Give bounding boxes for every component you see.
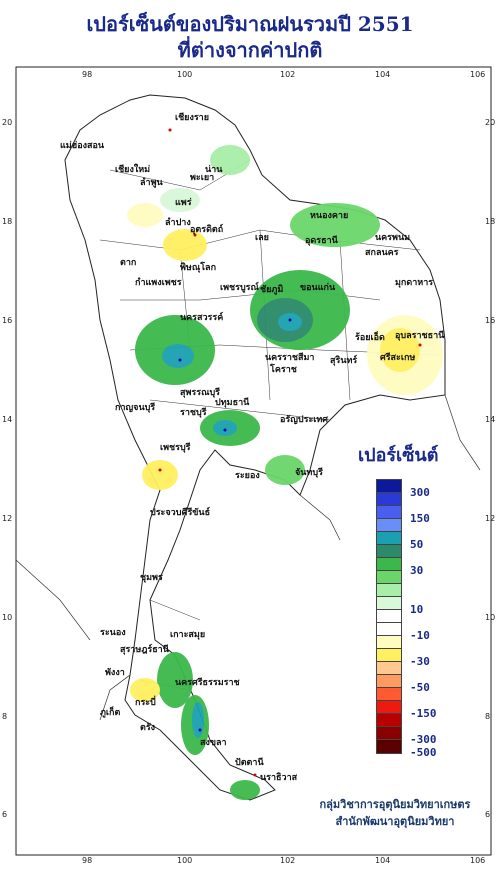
place-label: นครพนม: [375, 233, 410, 243]
place-label: เกาะสมุย: [170, 630, 205, 640]
legend-label: -10: [410, 629, 430, 642]
place-label: ร้อยเอ็ด: [355, 330, 385, 343]
credit-line2: สำนักพัฒนาอุตุนิยมวิทยา: [335, 815, 455, 828]
place-label: ชัยภูมิ: [260, 284, 283, 295]
map-title-line1: เปอร์เซ็นต์ของปริมาณฝนรวมปี 2551: [86, 12, 414, 36]
place-label: นครราชสีมา: [265, 352, 314, 363]
place-label: ขอนแก่น: [300, 282, 336, 293]
legend-label: 30: [410, 564, 424, 577]
lon-tick: 98: [82, 856, 93, 865]
lat-tick: 8: [485, 712, 491, 721]
place-label: แพร่: [175, 197, 192, 208]
legend-title: เปอร์เซ็นต์: [358, 445, 439, 466]
lat-tick: 10: [2, 613, 13, 622]
legend-label: -150: [410, 707, 437, 720]
place-label: แม่ฮ่องสอน: [60, 140, 105, 151]
map-title-line2: ที่ต่างจากค่าปกติ: [177, 38, 323, 62]
lon-tick: 104: [375, 70, 391, 79]
lat-tick: 12: [485, 514, 496, 523]
place-label: ภูเก็ต: [100, 705, 120, 718]
place-label: นครศรีธรรมราช: [175, 677, 240, 688]
place-label: น่าน: [205, 164, 223, 175]
place-label: ลำปาง: [165, 217, 191, 228]
legend-label: 50: [410, 538, 424, 551]
place-label: ประจวบคีรีขันธ์: [150, 506, 210, 518]
place-label: อรัญประเทศ: [280, 414, 328, 425]
lon-tick: 100: [177, 70, 193, 79]
lat-tick: 12: [2, 514, 13, 523]
place-label: เลย: [255, 233, 269, 243]
place-label: นราธิวาส: [260, 772, 298, 783]
place-label: ลำพูน: [140, 177, 164, 188]
place-label: สกลนคร: [365, 248, 399, 258]
credit-line1: กลุ่มวิชาการอุตุนิยมวิทยาเกษตร: [319, 798, 471, 811]
place-label: ปทุมธานี: [215, 397, 250, 408]
lat-tick: 16: [485, 316, 496, 325]
lon-tick: 104: [375, 856, 391, 865]
lat-tick: 14: [2, 415, 13, 424]
place-label: ปัตตานี: [235, 757, 264, 768]
legend-swatch: [376, 739, 402, 754]
legend-label: -30: [410, 655, 430, 668]
place-label: ชุมพร: [140, 573, 163, 583]
country-outline: [64, 94, 446, 801]
lat-tick: 6: [485, 810, 491, 819]
place-label: เพชรบุรี: [160, 442, 191, 453]
legend-label: -300: [410, 733, 437, 746]
legend-label: -500: [410, 746, 437, 759]
lat-tick: 8: [2, 712, 8, 721]
lat-tick: 18: [2, 217, 13, 226]
place-label: ตรัง: [140, 722, 155, 733]
place-label: เชียงราย: [175, 112, 209, 123]
lon-tick: 102: [280, 856, 296, 865]
place-label: สุราษฎร์ธานี: [120, 643, 170, 655]
station-dots: [158, 128, 422, 777]
place-label: พะเยา: [190, 173, 214, 183]
place-label: พังงา: [105, 667, 125, 678]
place-label: ศรีสะเกษ: [380, 352, 415, 363]
legend-label: 150: [410, 512, 430, 525]
place-label: สุพรรณบุรี: [180, 387, 220, 398]
lat-tick: 20: [485, 118, 496, 127]
place-label: กาญจนบุรี: [115, 402, 155, 413]
lat-tick: 16: [2, 316, 13, 325]
place-label: เพชรบูรณ์: [220, 281, 259, 293]
place-label: อุตรดิตถ์: [190, 223, 223, 235]
place-label: กำแพงเพชร: [135, 277, 182, 288]
lon-tick: 106: [470, 70, 486, 79]
lon-tick: 100: [177, 856, 193, 865]
place-label: อุดรธานี: [305, 235, 339, 246]
place-label: นครสวรรค์: [180, 311, 223, 323]
legend-label: -50: [410, 681, 430, 694]
place-label: ราชบุรี: [180, 407, 207, 418]
place-label: กระบี่: [135, 695, 156, 708]
place-label: พิษณุโลก: [180, 261, 216, 273]
place-label: ระนอง: [100, 628, 126, 638]
place-label: จันทบุรี: [295, 467, 323, 478]
place-label: สุรินทร์: [330, 354, 357, 366]
lat-tick: 20: [2, 118, 13, 127]
place-label: สงขลา: [200, 738, 227, 748]
rainfall-patches: [127, 145, 443, 800]
lat-tick: 18: [485, 217, 496, 226]
neighbour-coastlines: [15, 394, 481, 721]
place-label: มุกดาหาร: [395, 278, 433, 288]
legend-label: 10: [410, 603, 424, 616]
place-label: หนองคาย: [310, 211, 348, 221]
lon-tick: 106: [470, 856, 486, 865]
lon-tick: 102: [280, 70, 296, 79]
place-label: อุบลราชธานี: [395, 330, 445, 341]
lat-tick: 14: [485, 415, 496, 424]
place-label: เชียงใหม่: [115, 163, 150, 175]
place-label: โคราช: [269, 363, 297, 375]
lat-tick: 6: [2, 810, 8, 819]
legend-label: 300: [410, 486, 430, 499]
place-label: ตาก: [120, 258, 136, 268]
place-label: ระยอง: [235, 471, 260, 481]
lat-tick: 10: [485, 613, 496, 622]
lon-tick: 98: [82, 70, 93, 79]
